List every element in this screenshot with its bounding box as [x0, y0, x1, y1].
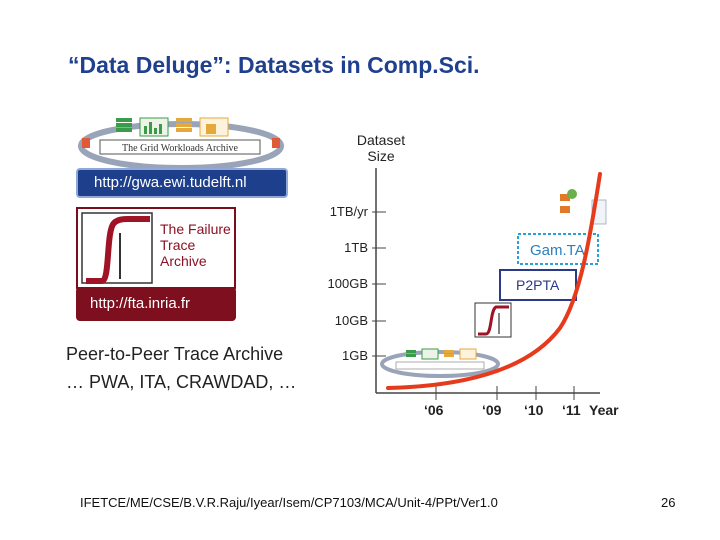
gwa-stack-icon-2	[176, 118, 192, 132]
gwa-stack-icon-1	[116, 118, 132, 132]
fta-name-line: Trace	[160, 237, 196, 253]
y-tick-label: 10GB	[334, 313, 368, 328]
y-axis-title: Dataset Size	[346, 132, 416, 164]
y-tick-label: 1TB/yr	[329, 204, 368, 219]
y-tick-label: 1TB	[344, 240, 368, 255]
fta-curve-icon	[81, 212, 153, 284]
x-tick-label: ‘11	[562, 402, 581, 418]
y-tick-label: 1GB	[341, 348, 368, 363]
fta-name-line: Archive	[160, 253, 207, 269]
fta-logo: The Failure Trace Archive	[76, 207, 236, 289]
fta-name: The Failure Trace Archive	[160, 221, 231, 269]
p2pta-label: P2PTA	[516, 277, 560, 293]
fta-name-line: The Failure	[160, 221, 231, 237]
slide-title: “Data Deluge”: Datasets in Comp.Sci.	[68, 52, 480, 78]
gwa-bar-icon-2	[199, 117, 229, 137]
p2pta-box: P2PTA	[499, 269, 577, 301]
x-tick-label: ‘10	[524, 402, 544, 418]
y-axis-title-line: Size	[367, 148, 395, 164]
gwa-url-link[interactable]: http://gwa.ewi.tudelft.nl	[76, 168, 288, 198]
game-diagram-icon	[560, 189, 607, 225]
dataset-size-chart: Dataset Size 1TB/yr 1TB 100GB 10GB 1GB	[310, 128, 620, 420]
gwa-bar-icon-1	[139, 117, 169, 137]
x-tick-label: ‘06	[424, 402, 444, 418]
y-tick-label: 100GB	[327, 276, 368, 291]
x-axis-title: Year	[589, 402, 619, 418]
dataset-growth-curve	[386, 172, 602, 390]
chart-canvas: P2PTA Gam.TA	[372, 168, 607, 400]
x-tick-label: ‘09	[482, 402, 502, 418]
y-axis-title-line: Dataset	[356, 132, 406, 148]
gamta-label: Gam.TA	[530, 242, 585, 259]
fta-url-link[interactable]: http://fta.inria.fr	[76, 287, 236, 321]
p2p-archive-label: Peer-to-Peer Trace Archive	[66, 344, 284, 364]
gwa-logo: The Grid Workloads Archive	[78, 117, 284, 171]
gwa-logo-text: The Grid Workloads Archive	[122, 143, 238, 154]
page-number: 26	[661, 495, 676, 510]
footer-text: IFETCE/ME/CSE/B.V.R.Raju/Iyear/Isem/CP71…	[80, 495, 498, 510]
gwa-mini-logo	[380, 348, 500, 378]
fta-mini-logo	[474, 302, 512, 338]
other-archives-label: … PWA, ITA, CRAWDAD, …	[66, 372, 297, 392]
